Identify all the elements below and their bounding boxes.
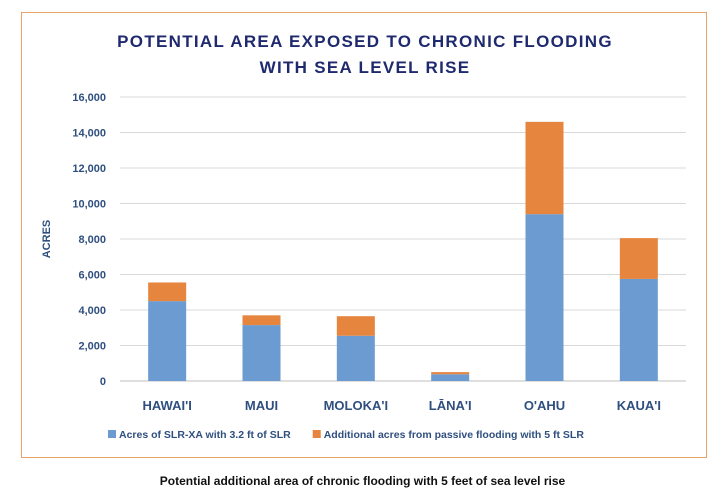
bar-segment-slr-3-2ft	[431, 374, 470, 381]
legend-label: Acres of SLR-XA with 3.2 ft of SLR	[119, 429, 291, 441]
y-tick-label: 16,000	[72, 92, 106, 104]
x-tick-label: O'AHU	[524, 398, 565, 413]
y-tick-label: 12,000	[72, 163, 106, 175]
bar-segment-additional-5ft	[242, 315, 281, 326]
y-tick-label: 14,000	[72, 128, 106, 140]
bar-segment-additional-5ft	[619, 238, 658, 279]
chart-frame: POTENTIAL AREA EXPOSED TO CHRONIC FLOODI…	[21, 12, 707, 458]
stacked-bar-chart: POTENTIAL AREA EXPOSED TO CHRONIC FLOODI…	[41, 32, 686, 441]
y-tick-label: 0	[100, 376, 106, 388]
y-axis-label: ACRES	[41, 220, 53, 259]
x-tick-label: HAWAI'I	[143, 398, 192, 413]
legend-swatch	[312, 430, 321, 438]
bar-segment-slr-3-2ft	[336, 335, 375, 381]
x-tick-label: MAUI	[245, 398, 278, 413]
y-tick-label: 10,000	[72, 199, 106, 211]
figure-caption: Potential additional area of chronic flo…	[159, 474, 566, 488]
y-tick-label: 8,000	[78, 234, 106, 246]
chart-title-line: POTENTIAL AREA EXPOSED TO CHRONIC FLOODI…	[117, 32, 613, 51]
y-tick-label: 2,000	[78, 341, 106, 353]
legend-label: Additional acres from passive flooding w…	[324, 429, 585, 441]
bar-segment-additional-5ft	[525, 121, 564, 215]
x-tick-label: KAUA'I	[617, 398, 661, 413]
chart-title-line: WITH SEA LEVEL RISE	[260, 58, 471, 77]
x-tick-label: MOLOKA'I	[324, 398, 388, 413]
bar-segment-slr-3-2ft	[525, 214, 564, 381]
bar-segment-slr-3-2ft	[148, 301, 187, 381]
y-tick-label: 4,000	[78, 305, 106, 317]
legend-swatch	[108, 430, 116, 438]
bar-segment-slr-3-2ft	[242, 325, 281, 381]
bar-segment-slr-3-2ft	[619, 278, 658, 381]
x-tick-label: LĀNA'I	[429, 398, 472, 413]
bar-segment-additional-5ft	[148, 282, 187, 302]
bar-segment-additional-5ft	[431, 372, 470, 375]
y-tick-label: 6,000	[78, 270, 106, 282]
bar-segment-additional-5ft	[336, 316, 375, 336]
